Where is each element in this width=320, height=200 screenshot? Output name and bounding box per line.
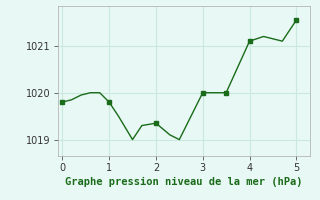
X-axis label: Graphe pression niveau de la mer (hPa): Graphe pression niveau de la mer (hPa) (65, 177, 303, 187)
